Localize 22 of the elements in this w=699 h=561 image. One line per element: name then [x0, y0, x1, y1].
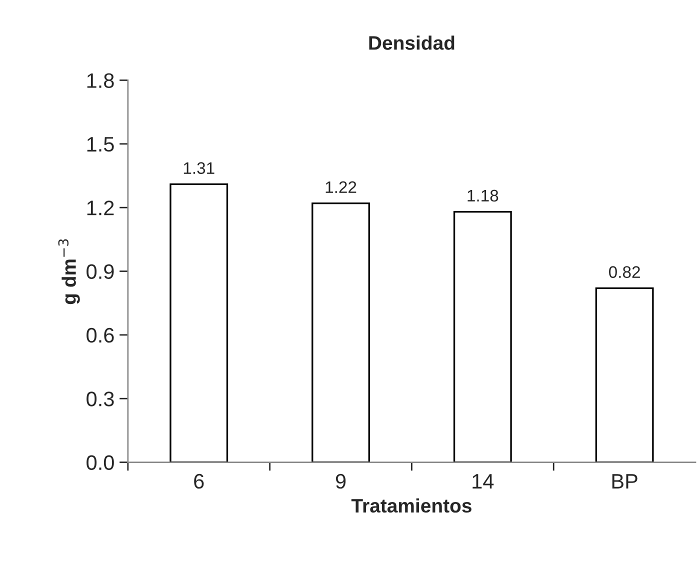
y-tick-label: 1.5: [87, 137, 114, 152]
x-tick-label: 14: [472, 474, 494, 488]
y-tick-label: 0.0: [86, 455, 114, 470]
bar: [312, 202, 370, 462]
bar: [170, 183, 228, 462]
y-tick-label: 0.6: [86, 328, 114, 343]
x-tick-label: 6: [194, 474, 204, 489]
y-tick-label: 1.2: [87, 200, 114, 216]
bar: [595, 287, 654, 462]
y-tick-label: 1.8: [87, 73, 114, 88]
x-axis-title: Tratamientos: [351, 498, 472, 513]
x-tick-label: 9: [336, 474, 346, 489]
data-label: 1.22: [326, 181, 356, 193]
chart-title: Densidad: [369, 36, 454, 50]
y-axis-title: g dm$^{−3}$: [58, 239, 80, 304]
data-label: 1.18: [468, 190, 498, 202]
data-label: 0.82: [608, 266, 640, 278]
data-label: 1.31: [184, 162, 214, 174]
bar: [453, 210, 512, 462]
y-tick-label: 0.3: [86, 392, 114, 406]
y-tick-label: 0.9: [86, 264, 114, 279]
x-tick-label: BP: [612, 474, 638, 488]
